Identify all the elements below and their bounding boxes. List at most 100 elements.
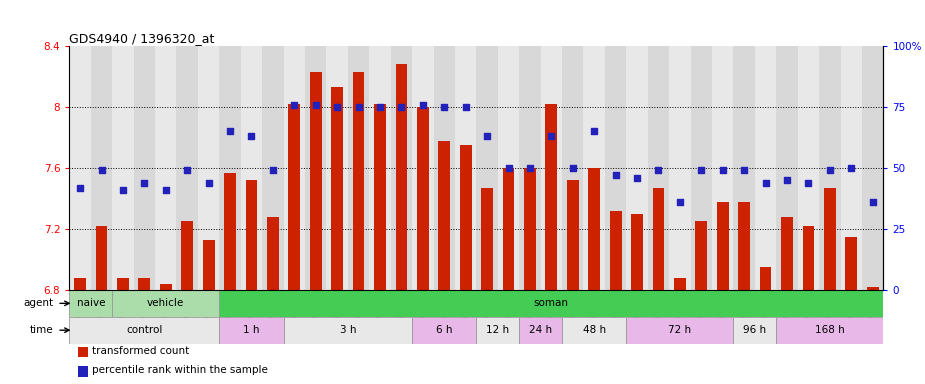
Point xyxy=(630,175,645,181)
Bar xyxy=(626,317,734,344)
Bar xyxy=(240,46,262,290)
Point xyxy=(480,133,495,139)
Bar xyxy=(78,366,88,376)
Text: 72 h: 72 h xyxy=(668,325,691,335)
Bar xyxy=(305,46,327,290)
Bar xyxy=(262,46,284,290)
Bar xyxy=(181,221,193,290)
Bar xyxy=(91,46,112,290)
Bar xyxy=(519,317,562,344)
Bar xyxy=(502,168,514,290)
Bar xyxy=(289,104,301,290)
Bar xyxy=(540,46,562,290)
Point xyxy=(73,184,88,190)
Point xyxy=(715,167,730,174)
Point xyxy=(116,187,130,193)
Bar xyxy=(476,46,498,290)
Bar xyxy=(588,168,600,290)
Text: vehicle: vehicle xyxy=(147,298,184,308)
Point xyxy=(672,199,687,205)
Bar xyxy=(177,46,198,290)
Text: time: time xyxy=(30,325,53,335)
Bar xyxy=(738,202,750,290)
Bar xyxy=(267,217,278,290)
Bar xyxy=(841,46,862,290)
Text: 24 h: 24 h xyxy=(529,325,552,335)
Bar xyxy=(310,72,322,290)
Bar xyxy=(245,180,257,290)
Text: 168 h: 168 h xyxy=(815,325,845,335)
Bar xyxy=(95,226,107,290)
Bar xyxy=(348,46,369,290)
Point xyxy=(329,104,344,110)
Bar xyxy=(390,46,413,290)
Bar xyxy=(369,46,390,290)
Bar xyxy=(374,104,386,290)
Text: 6 h: 6 h xyxy=(436,325,452,335)
Bar xyxy=(631,214,643,290)
Bar xyxy=(284,46,305,290)
Bar xyxy=(481,188,493,290)
Bar xyxy=(691,46,712,290)
Text: 12 h: 12 h xyxy=(487,325,510,335)
Bar xyxy=(198,46,219,290)
Point xyxy=(373,104,388,110)
Bar xyxy=(417,107,428,290)
Bar xyxy=(605,46,626,290)
Point xyxy=(694,167,709,174)
Bar xyxy=(498,46,519,290)
Bar xyxy=(112,46,133,290)
Bar xyxy=(759,267,771,290)
Bar xyxy=(219,317,284,344)
Bar xyxy=(69,290,112,317)
Bar xyxy=(674,278,685,290)
Bar xyxy=(413,317,476,344)
Bar xyxy=(327,46,348,290)
Point xyxy=(415,101,430,108)
Point xyxy=(352,104,366,110)
Bar xyxy=(562,317,626,344)
Point xyxy=(651,167,666,174)
Bar xyxy=(734,317,776,344)
Bar xyxy=(648,46,669,290)
Bar xyxy=(331,87,343,290)
Bar xyxy=(562,46,584,290)
Bar xyxy=(455,46,476,290)
Point xyxy=(822,167,837,174)
Point xyxy=(287,101,302,108)
Point xyxy=(202,180,216,186)
Text: percentile rank within the sample: percentile rank within the sample xyxy=(92,365,268,375)
Bar xyxy=(139,278,150,290)
Text: 96 h: 96 h xyxy=(744,325,767,335)
Text: GDS4940 / 1396320_at: GDS4940 / 1396320_at xyxy=(69,32,215,45)
Point xyxy=(609,172,623,179)
Point xyxy=(244,133,259,139)
Text: 3 h: 3 h xyxy=(339,325,356,335)
Bar xyxy=(567,180,579,290)
Point xyxy=(137,180,152,186)
Point xyxy=(544,133,559,139)
Bar xyxy=(781,217,793,290)
Point xyxy=(458,104,473,110)
Bar xyxy=(519,46,540,290)
Bar xyxy=(776,46,797,290)
Point xyxy=(265,167,280,174)
Bar xyxy=(845,237,857,290)
Point xyxy=(179,167,194,174)
Bar xyxy=(224,172,236,290)
Bar xyxy=(734,46,755,290)
Bar xyxy=(803,226,814,290)
Bar xyxy=(524,168,536,290)
Bar xyxy=(696,221,708,290)
Bar xyxy=(776,317,883,344)
Point xyxy=(844,165,858,171)
Bar xyxy=(824,188,835,290)
Bar xyxy=(712,46,734,290)
Bar xyxy=(413,46,434,290)
Text: 1 h: 1 h xyxy=(243,325,260,335)
Text: control: control xyxy=(126,325,163,335)
Point xyxy=(586,128,601,134)
Bar xyxy=(438,141,450,290)
Point xyxy=(758,180,773,186)
Bar xyxy=(69,46,91,290)
